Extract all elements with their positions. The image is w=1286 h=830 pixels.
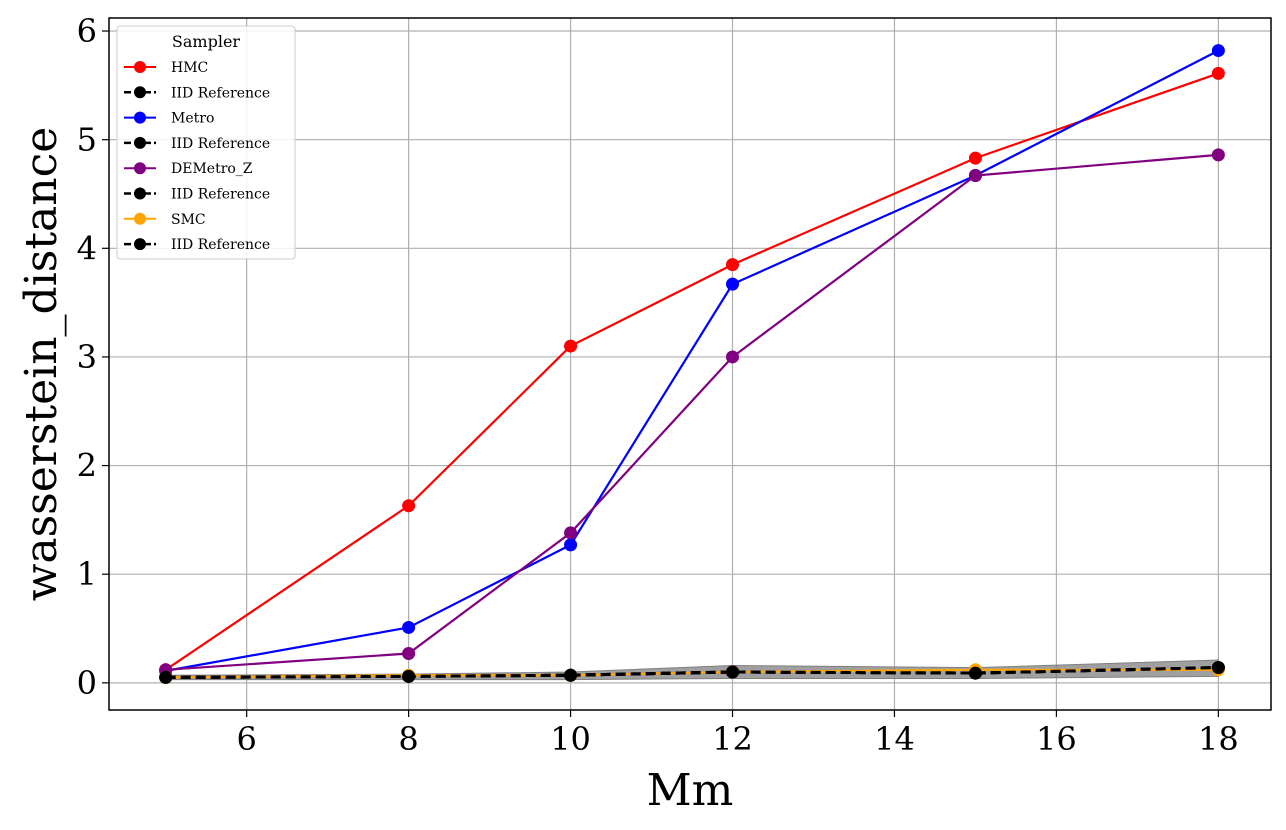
- legend-box: [116, 25, 296, 260]
- data-point-iid-reference: [1211, 661, 1225, 675]
- data-point-hmc: [1211, 66, 1225, 80]
- data-point-iid-reference: [159, 670, 173, 684]
- legend-entry-smc: SMC: [124, 212, 206, 228]
- series-line-hmc: [165, 72, 1219, 671]
- legend-label: IID Reference: [171, 187, 270, 203]
- data-point-metro: [1211, 44, 1225, 58]
- data-point-metro: [726, 277, 740, 291]
- legend-entry-iid-reference: IID Reference: [124, 85, 270, 101]
- x-tick-label: 6: [236, 720, 256, 758]
- y-tick-label: 0: [77, 664, 97, 702]
- data-point-hmc: [726, 258, 740, 272]
- data-point-hmc: [564, 339, 578, 353]
- data-point-demetro-z: [402, 647, 416, 661]
- legend-entry-iid-reference: IID Reference: [124, 136, 270, 152]
- legend-entry-iid-reference: IID Reference: [124, 237, 270, 253]
- x-tick-label: 8: [398, 720, 418, 758]
- data-point-demetro-z: [726, 350, 740, 364]
- legend-entry-hmc: HMC: [124, 60, 208, 76]
- x-tick-label: 16: [1036, 720, 1077, 758]
- y-tick-label: 4: [77, 229, 97, 267]
- legend-marker: [134, 212, 146, 225]
- legend-marker: [134, 111, 146, 124]
- x-tick-label: 10: [550, 720, 591, 758]
- data-point-demetro-z: [968, 169, 982, 183]
- y-tick-label: 2: [77, 447, 97, 485]
- data-point-iid-reference: [968, 666, 982, 680]
- series-line-demetro-z: [165, 153, 1219, 671]
- legend-label: DEMetro_Z: [171, 161, 253, 177]
- legend-label: HMC: [171, 60, 208, 76]
- x-axis-label: Mm: [647, 765, 734, 816]
- legend-label: SMC: [171, 212, 206, 228]
- legend-marker: [134, 136, 146, 149]
- y-axis-label: wasserstein_distance: [16, 127, 67, 602]
- legend-entry-demetro-z: DEMetro_Z: [124, 161, 253, 177]
- data-point-iid-reference: [402, 669, 416, 683]
- grid: [109, 18, 1271, 710]
- legend-marker: [134, 162, 146, 175]
- legend-label: IID Reference: [171, 85, 270, 101]
- legend-label: IID Reference: [171, 136, 270, 152]
- y-tick-label: 3: [77, 338, 97, 376]
- data-point-demetro-z: [1211, 148, 1225, 162]
- data-point-demetro-z: [564, 526, 578, 540]
- legend-label: IID Reference: [171, 237, 270, 253]
- legend-entry-metro: Metro: [124, 111, 214, 127]
- y-tick-label: 5: [77, 121, 97, 159]
- legend-marker: [134, 61, 146, 73]
- x-tick-label: 14: [874, 720, 915, 758]
- data-point-iid-reference: [726, 665, 740, 679]
- data-point-iid-reference: [564, 668, 578, 682]
- legend-items: HMC IID Reference Metro IID Reference DEMetr…: [124, 60, 270, 253]
- legend-marker: [134, 187, 146, 200]
- series-iid-reference: [159, 661, 1225, 684]
- legend-marker: [134, 86, 146, 99]
- series-line-metro: [165, 49, 1219, 672]
- x-tick-label: 12: [712, 720, 753, 758]
- legend-title: Sampler: [172, 32, 241, 51]
- y-tick-label: 1: [77, 555, 97, 593]
- data-point-metro: [564, 538, 578, 552]
- legend-marker: [134, 238, 146, 251]
- legend: Sampler HMC IID Reference Metro IID Referen…: [116, 25, 296, 260]
- series-line-iid-reference: [165, 666, 1219, 679]
- legend-label: Metro: [171, 111, 214, 127]
- x-tick-label: 18: [1198, 720, 1239, 758]
- legend-entry-iid-reference: IID Reference: [124, 187, 270, 203]
- y-tick-label: 6: [77, 12, 97, 50]
- series-layer: [159, 44, 1225, 684]
- data-point-metro: [402, 620, 416, 634]
- data-point-hmc: [968, 151, 982, 165]
- data-point-hmc: [402, 499, 416, 513]
- plot-frame: [108, 17, 1272, 711]
